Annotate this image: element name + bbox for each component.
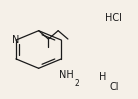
Text: H: H xyxy=(99,72,107,82)
Text: Cl: Cl xyxy=(109,82,119,92)
Text: 2: 2 xyxy=(75,79,79,88)
Text: NH: NH xyxy=(59,70,74,80)
Text: N: N xyxy=(12,35,20,45)
Text: HCl: HCl xyxy=(105,13,122,23)
